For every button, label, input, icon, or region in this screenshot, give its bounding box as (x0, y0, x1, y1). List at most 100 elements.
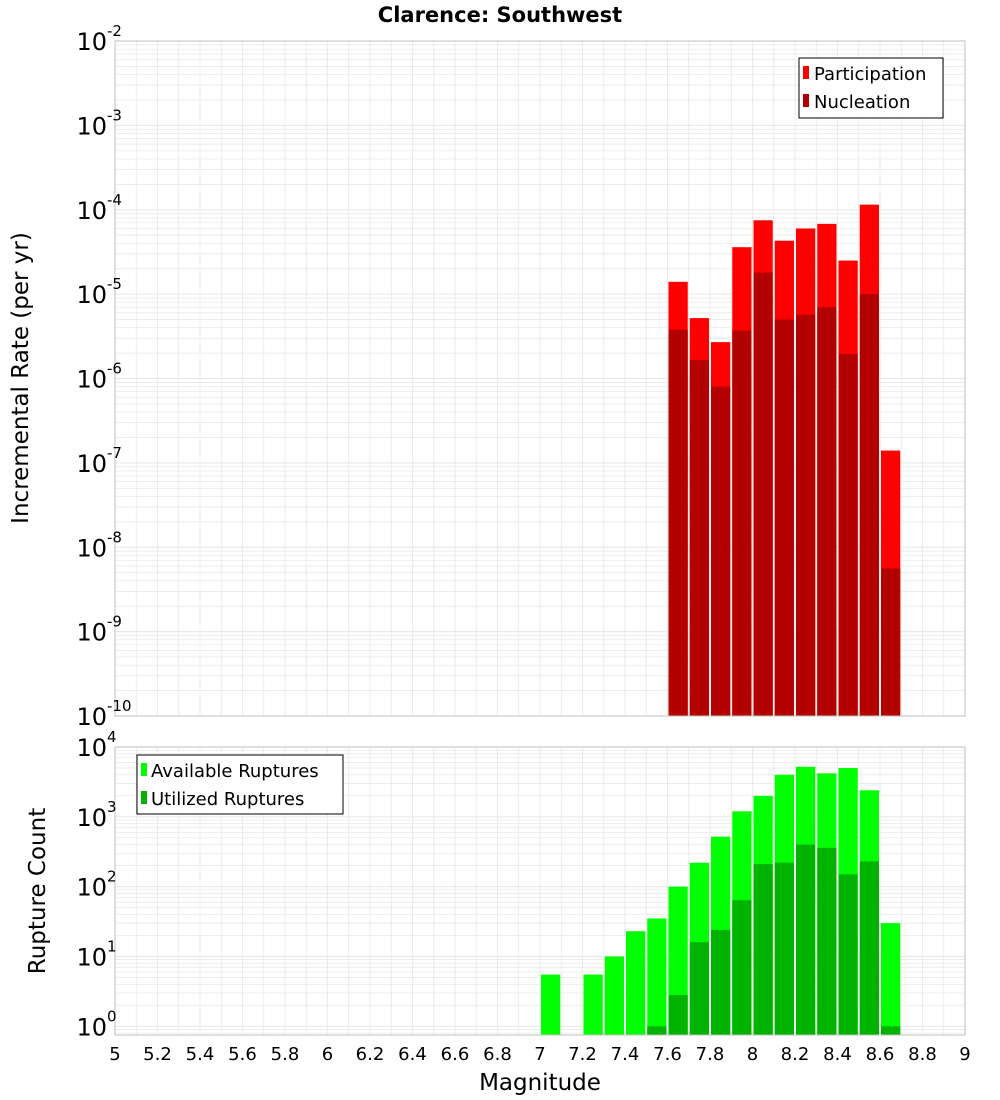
x-tick-label: 8.8 (908, 1044, 937, 1065)
rate-y-tick-base: 10 (76, 28, 107, 56)
utilized-ruptures-bar (774, 862, 794, 1035)
nucleation-bar (668, 329, 688, 716)
rate-y-tick-label: 10 -5 (76, 275, 122, 309)
count-y-axis-label: Rupture Count (25, 808, 51, 974)
utilized-ruptures-bar (881, 1026, 901, 1035)
utilized-ruptures-bar (647, 1026, 667, 1035)
nucleation-bar (689, 360, 709, 716)
nucleation-bar (732, 330, 752, 716)
count-y-tick-label: 10 3 (76, 798, 116, 832)
utilized-ruptures-bar (796, 844, 816, 1035)
x-tick-label: 5.4 (186, 1044, 215, 1065)
rate-y-tick-label: 10 -6 (76, 360, 122, 394)
nucleation-bar (859, 294, 879, 716)
rate-bars (668, 204, 901, 717)
count-y-tick-label: 10 4 (76, 728, 116, 762)
x-tick-label: 7.4 (611, 1044, 640, 1065)
rate-y-tick-base: 10 (76, 366, 107, 394)
available-ruptures-bar (647, 918, 667, 1035)
rate-y-tick-exponent: -3 (107, 106, 122, 124)
x-tick-label: 6.8 (483, 1044, 512, 1065)
x-tick-label: 6.2 (356, 1044, 385, 1065)
x-tick-label: 7 (534, 1044, 545, 1065)
available-ruptures-bar (541, 974, 561, 1035)
nucleation-bar (711, 386, 731, 716)
x-tick-label: 8.6 (866, 1044, 895, 1065)
available-ruptures-bar (626, 931, 646, 1035)
nucleation-bar (753, 272, 773, 716)
rate-y-tick-exponent: -6 (107, 360, 122, 378)
rate-y-tick-base: 10 (76, 197, 107, 225)
x-tick-label: 6.6 (441, 1044, 470, 1065)
x-tick-label: 5.2 (143, 1044, 172, 1065)
count-y-tick-label: 10 0 (76, 1007, 116, 1041)
rate-y-tick-label: 10 -10 (76, 697, 131, 731)
count-y-tick-base: 10 (76, 874, 107, 902)
rate-y-tick-exponent: -2 (107, 22, 122, 40)
count-y-tick-base: 10 (76, 1013, 107, 1041)
available-ruptures-bar (583, 974, 603, 1035)
rate-legend-box (798, 57, 944, 119)
x-tick-label: 8.2 (781, 1044, 810, 1065)
available-legend-label: Available Ruptures (151, 761, 319, 782)
x-tick-label: 5.8 (271, 1044, 300, 1065)
nucleation-legend-swatch (803, 94, 809, 107)
rate-y-tick-base: 10 (76, 450, 107, 478)
count-y-tick-exponent: 1 (107, 937, 117, 955)
rate-y-tick-base: 10 (76, 534, 107, 562)
count-y-tick-exponent: 0 (107, 1007, 117, 1025)
count-y-tick-exponent: 3 (107, 798, 117, 816)
utilized-ruptures-bar (753, 864, 773, 1035)
rate-y-axis-label: Incremental Rate (per yr) (8, 232, 34, 524)
rate-y-tick-exponent: -7 (107, 444, 122, 462)
count-y-tick-label: 10 2 (76, 868, 116, 902)
nucleation-legend-label: Nucleation (814, 92, 910, 113)
available-legend-swatch (141, 763, 147, 776)
available-ruptures-bar (604, 956, 624, 1035)
rate-y-tick-exponent: -4 (107, 191, 122, 209)
rate-y-tick-label: 10 -7 (76, 444, 122, 478)
rate-y-tick-label: 10 -2 (76, 22, 122, 56)
available-ruptures-bar (881, 923, 901, 1035)
x-tick-labels: 5 5.2 5.4 5.6 5.8 6 6.2 6.4 6.6 6.8 7 7.2 7.4 7.6 7.8 8… (109, 1044, 970, 1065)
participation-legend-swatch (803, 66, 809, 79)
x-tick-label: 5.6 (228, 1044, 257, 1065)
x-tick-label: 8.4 (823, 1044, 852, 1065)
nucleation-bar (817, 307, 837, 716)
utilized-ruptures-bar (732, 900, 752, 1035)
rate-y-tick-label: 10 -3 (76, 106, 122, 140)
x-axis-label: Magnitude (479, 1070, 601, 1096)
count-y-tick-base: 10 (76, 804, 107, 832)
x-tick-label: 8 (747, 1044, 758, 1065)
rate-plot-frame (114, 40, 966, 717)
count-y-tick-base: 10 (76, 734, 107, 762)
utilized-ruptures-bar (817, 847, 837, 1035)
nucleation-bar (881, 568, 901, 716)
nucleation-bar (796, 314, 816, 716)
utilized-ruptures-bar (668, 995, 688, 1035)
chart-title: Clarence: Southwest (378, 3, 622, 27)
x-tick-label: 6.4 (398, 1044, 427, 1065)
utilized-ruptures-bar (859, 861, 879, 1035)
participation-legend-label: Participation (814, 64, 926, 85)
count-plot-frame (114, 746, 966, 1036)
rate-y-tick-exponent: -10 (107, 697, 132, 715)
x-tick-label: 7.6 (653, 1044, 682, 1065)
count-legend-box (136, 754, 344, 815)
utilized-ruptures-bar (838, 874, 858, 1035)
x-tick-label: 7.2 (568, 1044, 597, 1065)
count-legend: Available Ruptures Utilized Ruptures (136, 754, 344, 815)
x-tick-label: 6 (322, 1044, 333, 1065)
count-y-tick-label: 10 1 (76, 937, 116, 971)
nucleation-bar (774, 319, 794, 716)
count-y-tick-exponent: 4 (107, 728, 117, 746)
rate-y-tick-exponent: -9 (107, 613, 122, 631)
rate-y-tick-base: 10 (76, 619, 107, 647)
utilized-legend-swatch (141, 791, 147, 804)
rate-legend: Participation Nucleation (798, 57, 944, 119)
utilized-ruptures-bar (711, 929, 731, 1035)
